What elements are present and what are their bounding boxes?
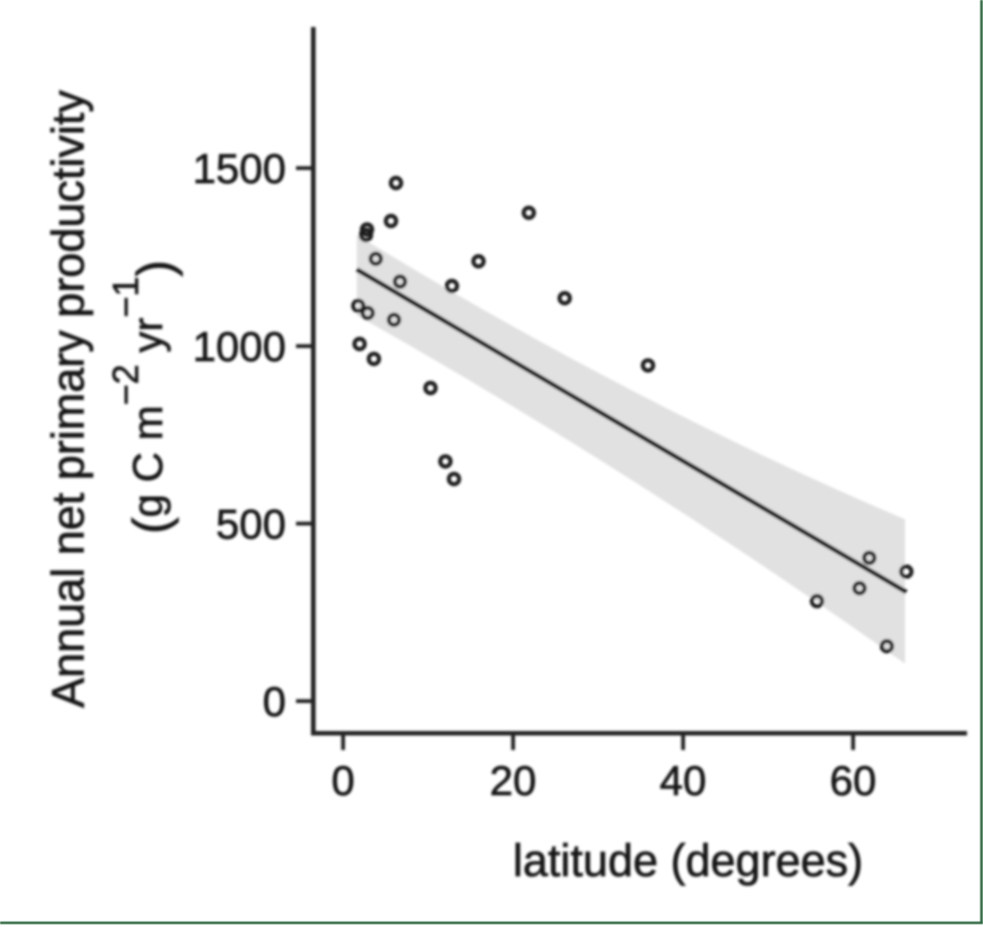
svg-text:500: 500 (216, 501, 286, 548)
svg-text:0: 0 (263, 678, 286, 725)
svg-text:latitude (degrees): latitude (degrees) (513, 835, 863, 886)
svg-text:20: 20 (490, 757, 537, 804)
svg-text:Annual net primary productivit: Annual net primary productivity (43, 90, 94, 708)
svg-text:0: 0 (331, 757, 354, 804)
svg-text:40: 40 (660, 757, 707, 804)
svg-text:1000: 1000 (193, 323, 286, 370)
svg-text:1500: 1500 (193, 145, 286, 192)
svg-text:60: 60 (830, 757, 877, 804)
svg-text:(g C m−2 yr−1): (g C m−2 yr−1) (105, 260, 183, 534)
